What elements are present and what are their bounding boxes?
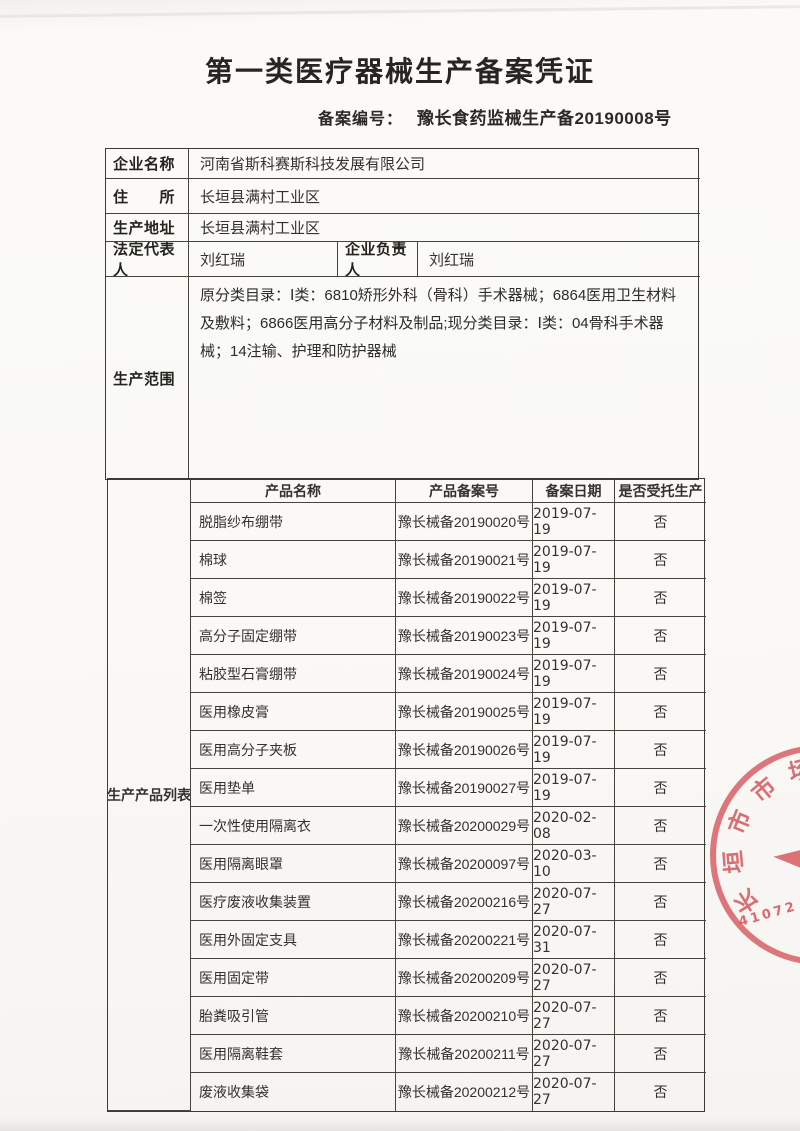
product-name-cell: 医用垫单 [191, 769, 396, 807]
product-name-cell: 医用高分子夹板 [191, 731, 396, 769]
record-number-label: 备案编号： [318, 111, 404, 128]
record-date-cell: 2020-07-31 [533, 921, 615, 959]
product-name-cell: 废液收集袋 [191, 1073, 396, 1111]
product-name-cell: 胎粪吸引管 [191, 997, 396, 1035]
product-name-cell: 棉签 [191, 579, 396, 617]
company-info-table: 企业名称 河南省斯科赛斯科技发展有限公司 住 所 长垣县满村工业区 生产地址 长… [105, 148, 700, 480]
column-header-product-name: 产品名称 [191, 479, 396, 503]
product-list-section-label: 生产产品列表 [108, 479, 191, 1111]
product-name-cell: 医用隔离眼罩 [191, 845, 396, 883]
entrusted-production-cell: 否 [615, 959, 706, 997]
record-date-cell: 2019-07-19 [533, 541, 615, 579]
entrusted-production-cell: 否 [615, 921, 706, 959]
product-record-number-cell: 豫长械备20200029号 [396, 807, 533, 845]
production-scope-label: 生产范围 [106, 277, 189, 479]
legal-representative-label: 法定代表人 [106, 242, 189, 277]
record-date-cell: 2020-07-27 [533, 1073, 615, 1111]
product-record-number-cell: 豫长械备20190022号 [396, 579, 533, 617]
product-record-number-cell: 豫长械备20190025号 [396, 693, 533, 731]
record-date-cell: 2019-07-19 [533, 769, 615, 807]
product-name-cell: 棉球 [191, 541, 396, 579]
record-number-row: 备案编号： 豫长食药监械生产备20190008号 [318, 104, 672, 129]
product-name-cell: 医用隔离鞋套 [191, 1035, 396, 1073]
record-date-cell: 2019-07-19 [533, 503, 615, 541]
product-name-cell: 高分子固定绷带 [191, 617, 396, 655]
product-name-cell: 粘胶型石膏绷带 [191, 655, 396, 693]
production-address-value: 长垣县满村工业区 [189, 214, 700, 242]
entrusted-production-cell: 否 [615, 1035, 706, 1073]
entrusted-production-cell: 否 [615, 731, 706, 769]
product-name-cell: 医用橡皮膏 [191, 693, 396, 731]
product-record-number-cell: 豫长械备20190024号 [396, 655, 533, 693]
company-name-value: 河南省斯科赛斯科技发展有限公司 [189, 149, 700, 179]
column-header-record-date: 备案日期 [533, 479, 615, 503]
entrusted-production-cell: 否 [615, 579, 706, 617]
record-date-cell: 2019-07-19 [533, 579, 615, 617]
record-date-cell: 2020-07-27 [533, 959, 615, 997]
production-address-label: 生产地址 [106, 214, 189, 242]
entrusted-production-cell: 否 [615, 617, 706, 655]
entrusted-production-cell: 否 [615, 807, 706, 845]
record-date-cell: 2019-07-19 [533, 617, 615, 655]
record-date-cell: 2019-07-19 [533, 693, 615, 731]
record-date-cell: 2020-03-10 [533, 845, 615, 883]
product-record-number-cell: 豫长械备20200209号 [396, 959, 533, 997]
product-record-number-cell: 豫长械备20200212号 [396, 1073, 533, 1111]
product-name-cell: 医用固定带 [191, 959, 396, 997]
product-record-number-cell: 豫长械备20190023号 [396, 617, 533, 655]
production-scope-value: 原分类目录：Ⅰ类：6810矫形外科（骨科）手术器械；6864医用卫生材料及敷料；… [200, 287, 677, 360]
seal-org-char: 垣 [719, 849, 748, 875]
product-name-cell: 医疗废液收集装置 [191, 883, 396, 921]
product-record-number-cell: 豫长械备20200097号 [396, 845, 533, 883]
certificate-title: 第一类医疗器械生产备案凭证 [204, 57, 595, 88]
record-date-cell: 2020-07-27 [533, 997, 615, 1035]
record-date-cell: 2020-07-27 [533, 1035, 615, 1073]
record-date-cell: 2020-07-27 [533, 883, 615, 921]
entrusted-production-cell: 否 [653, 1084, 668, 1100]
residence-value: 长垣县满村工业区 [189, 179, 700, 214]
entrusted-production-cell: 否 [615, 655, 706, 693]
product-name-cell: 一次性使用隔离衣 [191, 807, 396, 845]
legal-representative-value: 刘红瑞 [189, 242, 338, 277]
entrusted-production-cell: 否 [615, 997, 706, 1035]
product-record-number-cell: 豫长械备20190026号 [396, 731, 533, 769]
product-record-number-cell: 豫长械备20200210号 [396, 997, 533, 1035]
official-seal: ★ 41072 长垣市市场监督管理局 [710, 745, 800, 965]
company-name-label: 企业名称 [106, 149, 189, 179]
residence-label: 住 所 [106, 179, 189, 214]
entrusted-production-cell: 否 [615, 845, 706, 883]
record-date-cell: 2019-07-19 [533, 731, 615, 769]
product-record-number-cell: 豫长械备20200221号 [396, 921, 533, 959]
column-header-record-number: 产品备案号 [396, 479, 533, 503]
product-record-number-cell: 豫长械备20200211号 [396, 1035, 533, 1073]
product-name-cell: 脱脂纱布绷带 [191, 503, 396, 541]
product-record-number-cell: 豫长械备20190021号 [396, 541, 533, 579]
product-table: 生产产品列表 产品名称 产品备案号 备案日期 是否受托生产 脱脂纱布绷带 豫长械备… [107, 478, 706, 1112]
product-record-number-cell: 豫长械备20190027号 [396, 769, 533, 807]
entrusted-production-cell: 否 [615, 883, 706, 921]
enterprise-principal-label: 企业负责人 [338, 242, 418, 277]
entrusted-production-cell: 否 [615, 693, 706, 731]
product-name-cell: 医用外固定支具 [191, 921, 396, 959]
column-header-entrusted: 是否受托生产 [615, 479, 706, 503]
product-record-number-cell: 豫长械备20200216号 [396, 883, 533, 921]
entrusted-production-cell: 否 [615, 503, 706, 541]
entrusted-production-cell: 否 [615, 541, 706, 579]
record-date-cell: 2020-02-08 [533, 807, 615, 845]
record-number-value: 豫长食药监械生产备20190008号 [417, 109, 672, 128]
record-date-cell: 2019-07-19 [533, 655, 615, 693]
product-record-number-cell: 豫长械备20190020号 [396, 503, 533, 541]
enterprise-principal-value: 刘红瑞 [418, 242, 700, 277]
entrusted-production-cell: 否 [615, 769, 706, 807]
